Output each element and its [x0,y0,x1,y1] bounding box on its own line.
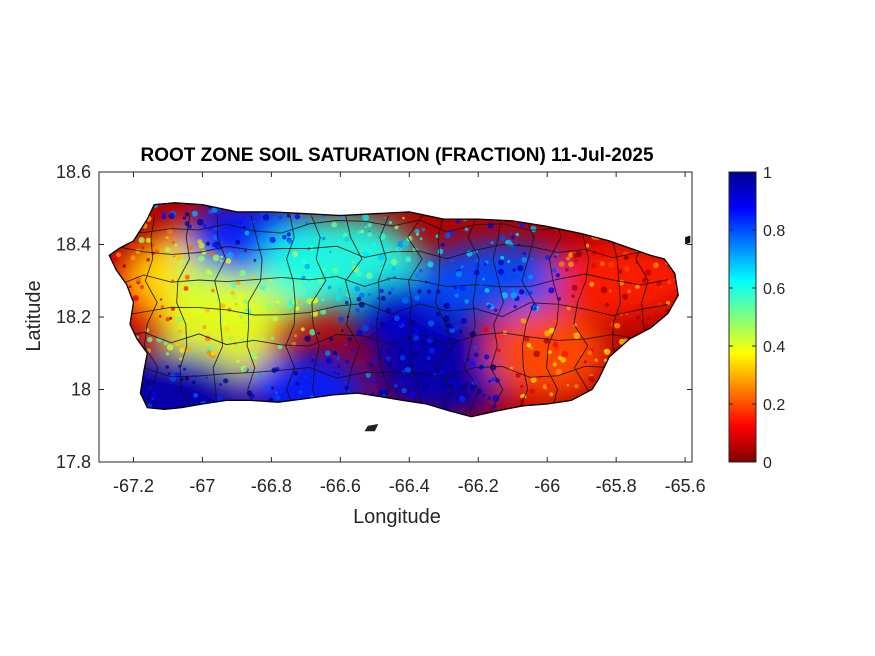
y-tick-label: 18.2 [56,307,91,327]
colorbar-ticks: 0 0.2 0.4 0.6 0.8 1 [729,165,785,472]
y-tick-label: 18 [71,380,91,400]
colorbar-tick-label: 0.2 [763,397,785,414]
y-tick-label: 17.8 [56,452,91,472]
y-tick-label: 18.6 [56,162,91,182]
colorbar-tick-label: 0 [763,455,772,472]
colorbar-tick-label: 0.4 [763,339,785,356]
y-tick-label: 18.4 [56,235,91,255]
colorbar-tick-label: 0.6 [763,281,785,298]
colorbar-tick-label: 1 [763,165,772,182]
x-axis-label: Longitude [353,506,441,528]
x-tick-label: -66 [534,476,560,496]
x-tick-label: -65.6 [665,476,706,496]
caja-de-muertos-islet [364,423,379,432]
municipality-boundaries [116,215,669,412]
map-title: ROOT ZONE SOIL SATURATION (FRACTION) 11-… [140,145,653,166]
x-tick-label: -65.8 [596,476,637,496]
x-tick-label: -66.2 [458,476,499,496]
colorbar [728,171,757,463]
colorbar-tick-label: 0.8 [763,223,785,240]
eastern-islets [685,235,691,245]
y-axis: 17.8 18 18.2 18.4 18.6 [56,162,692,472]
x-tick-label: -67 [189,476,215,496]
x-tick-label: -66.6 [320,476,361,496]
y-axis-label: Latitude [23,280,45,351]
saturation-region [373,325,514,417]
x-tick-label: -66.4 [389,476,430,496]
x-axis: -67.2 -67 -66.8 -66.6 -66.4 -66.2 -66 -65.8 -65.… [113,172,706,496]
x-tick-label: -67.2 [113,476,154,496]
saturation-region [415,242,576,319]
island-coastline [108,202,679,418]
x-tick-label: -66.8 [251,476,292,496]
